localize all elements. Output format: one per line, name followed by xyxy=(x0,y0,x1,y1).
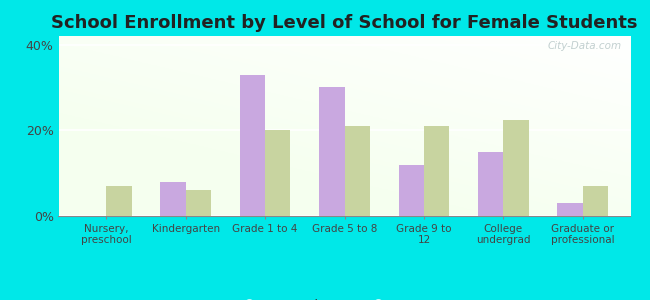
Bar xyxy=(478,152,503,216)
Title: School Enrollment by Level of School for Female Students: School Enrollment by Level of School for… xyxy=(51,14,638,32)
Bar xyxy=(583,186,608,216)
Bar xyxy=(424,126,449,216)
Bar xyxy=(240,75,265,216)
Legend: Greensboro, Vermont: Greensboro, Vermont xyxy=(231,294,458,300)
Bar xyxy=(344,126,370,216)
Text: City-Data.com: City-Data.com xyxy=(548,41,622,51)
Bar xyxy=(319,87,344,216)
Bar xyxy=(265,130,291,216)
Bar xyxy=(160,182,186,216)
Bar xyxy=(186,190,211,216)
Bar xyxy=(398,165,424,216)
Bar xyxy=(503,120,529,216)
Bar xyxy=(106,186,131,216)
Bar xyxy=(558,203,583,216)
